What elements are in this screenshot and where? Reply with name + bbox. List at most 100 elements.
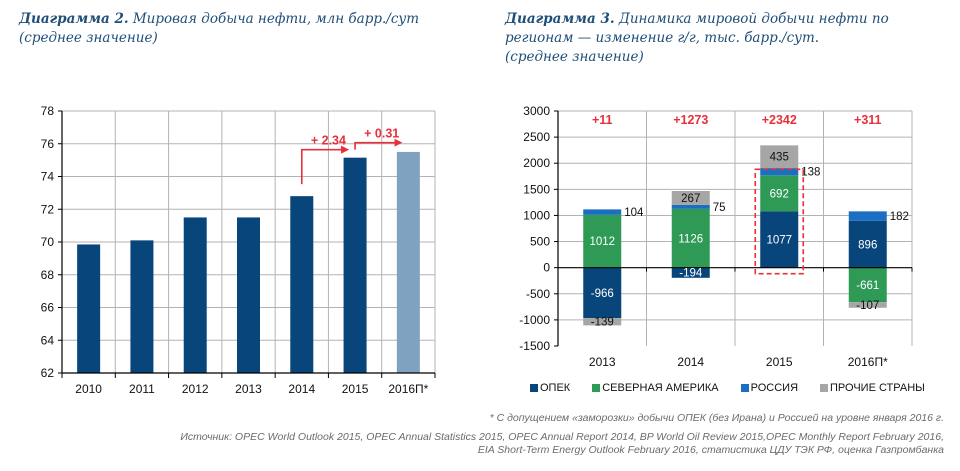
chart3-x-tick-labels: 2013 2014 2015 2016П* (589, 355, 888, 369)
chart2-bar-2015 (343, 157, 367, 373)
chart3-total-label: +11 (592, 113, 613, 127)
chart3-data-label: 896 (858, 239, 877, 251)
chart3-data-label: 435 (770, 152, 789, 164)
chart3-stacked-bars (583, 145, 887, 326)
chart2-bar-2014 (290, 196, 314, 373)
source-line-1: Источник: OPEC World Outlook 2015, OPEC … (180, 431, 944, 443)
footnote: * С допущением «заморозки» добычи ОПЕК (… (489, 412, 944, 424)
chart2-subtitle: (среднее значение) (19, 30, 158, 46)
chart3-bar-other-2014 (671, 191, 710, 205)
chart3-bar-russia-2014 (671, 204, 710, 209)
chart2-x-tick-label: 2012 (182, 382, 209, 396)
chart2-x-tick-label: 2016П* (388, 382, 428, 396)
chart3-legend: ОПЕК СЕВЕРНАЯ АМЕРИКА РОССИЯ ПРОЧИЕ СТРА… (530, 382, 947, 394)
legend-item-russia: РОССИЯ (740, 382, 799, 394)
chart3-bar-other-2016П* (848, 302, 887, 308)
chart3-highlight-box (754, 168, 805, 275)
chart3-data-label: 75 (713, 202, 726, 214)
chart2-title-text: Мировая добыча нефти, млн барр./сут (128, 11, 420, 27)
chart3-data-label: -966 (591, 288, 614, 300)
chart3-title-line2: регионам — изменение г/г, тыс. барр./сут… (505, 30, 820, 46)
chart2-arrow (300, 145, 350, 185)
chart3-total-label: +1273 (673, 113, 708, 127)
chart2-x-tick-label: 2010 (75, 382, 102, 396)
legend-label-russia: РОССИЯ (750, 382, 799, 394)
chart3-y-tick-labels: -1500 -1000 -500 0 500 1000 1500 2000 2500 3000 (519, 104, 550, 353)
chart3-bar-north_america-2015 (760, 175, 799, 212)
chart3-bar-north_america-2014 (671, 208, 710, 268)
chart2-bar-2010 (77, 244, 101, 373)
chart3-bar-russia-2015 (760, 168, 799, 176)
chart3-x-tick-label: 2015 (766, 355, 793, 369)
chart2-y-tick-label: 74 (41, 170, 55, 184)
chart3-y-tick-label: 1500 (523, 182, 550, 196)
chart3-gridlines (558, 110, 913, 346)
legend-label-north-america: СЕВЕРНАЯ АМЕРИКА (602, 382, 719, 394)
chart2-bar-2013 (237, 217, 260, 373)
legend-item-opec: ОПЕК (530, 382, 570, 394)
chart2-annotation-label: + 0.31 (364, 127, 399, 141)
legend-swatch-other (820, 384, 829, 392)
chart3-y-tick-label: 2500 (523, 130, 550, 144)
source-line-2: EIA Short-Term Energy Outlook February 2… (477, 444, 944, 456)
chart2-y-tick-label: 66 (41, 301, 55, 315)
chart3-title-text: Динамика мировой добычи нефти по (614, 11, 889, 27)
chart3-subtitle: (среднее значение) (505, 49, 644, 65)
chart2-title: Диаграмма 2. Мировая добыча нефти, млн б… (19, 10, 459, 48)
chart3-data-label: -107 (856, 300, 879, 312)
chart3-bar-russia-2013 (583, 209, 622, 215)
chart3-bar-other-2013 (583, 318, 622, 326)
chart3-x-tick-label: 2013 (589, 355, 616, 369)
chart3-bar-north_america-2016П* (848, 267, 887, 303)
chart3-totals: +11 +1273 +2342 +311 (592, 113, 882, 127)
chart3-data-label: -139 (591, 317, 614, 329)
chart3-total-label: +2342 (762, 113, 797, 127)
chart3-bar-opec-2015 (760, 211, 799, 268)
chart2-x-tick-labels: 2010 2011 2012 2013 2014 2015 2016П* (75, 382, 428, 396)
chart2-y-tick-labels: 62 64 66 68 70 72 74 76 78 (41, 104, 55, 380)
legend-swatch-north-america (592, 384, 601, 392)
chart2-annotation-label: + 2.34 (311, 134, 346, 148)
chart3-y-tick-label: 2000 (523, 156, 550, 170)
chart3-data-label: 1077 (766, 235, 792, 247)
chart2-y-tick-label: 62 (41, 366, 55, 380)
chart3-data-label: -661 (856, 280, 879, 292)
chart2-y-tick-label: 64 (41, 333, 55, 347)
chart3-bar-north_america-2013 (583, 214, 622, 268)
chart3-data-label: 1012 (589, 236, 615, 248)
chart3-x-tick-label: 2016П* (848, 355, 888, 369)
chart3-y-tick-label: 1000 (523, 208, 550, 222)
chart3-data-label: 138 (801, 167, 820, 179)
chart2-x-tick-label: 2014 (288, 382, 315, 396)
chart3-total-label: +311 (854, 113, 882, 127)
legend-swatch-russia (740, 384, 749, 392)
chart2-bar-2016П* (396, 151, 420, 373)
chart3-x-tick-label: 2014 (677, 355, 704, 369)
chart3-bar-russia-2016П* (848, 211, 887, 221)
chart3-bar-opec-2016П* (848, 220, 887, 268)
chart2-x-tick-label: 2015 (342, 382, 369, 396)
chart2-y-tick-label: 76 (41, 137, 55, 151)
chart2-x-tick-label: 2013 (235, 382, 262, 396)
chart3-y-tick-label: -500 (526, 287, 550, 301)
chart3-data-labels: -966 1012 104 -139 -194 1126 75 267 1077 692 138 43… (589, 152, 908, 329)
legend-item-north-america: СЕВЕРНАЯ АМЕРИКА (592, 382, 719, 394)
chart2-title-bold: Диаграмма 2. (19, 11, 129, 27)
chart3-highlight-rect (754, 168, 805, 275)
source-note: Источник: OPEC World Outlook 2015, OPEC … (124, 431, 944, 457)
chart3-bar-opec-2014 (671, 267, 710, 278)
chart3-data-label: -194 (679, 268, 703, 280)
chart2-arrow (354, 138, 403, 150)
chart2-axes (58, 110, 436, 378)
chart3-y-tick-label: 0 (543, 261, 550, 275)
chart3-data-label: 182 (890, 211, 909, 223)
legend-label-other: ПРОЧИЕ СТРАНЫ (830, 382, 925, 394)
chart3-bar-other-2015 (760, 145, 799, 169)
chart3-y-tick-label: 3000 (523, 104, 550, 118)
chart3-bar-opec-2013 (583, 267, 622, 319)
chart3-y-tick-label: -1000 (519, 313, 550, 327)
chart3-axes (554, 110, 913, 347)
chart3-y-tick-label: -1500 (519, 339, 550, 353)
legend-swatch-opec (530, 384, 538, 392)
